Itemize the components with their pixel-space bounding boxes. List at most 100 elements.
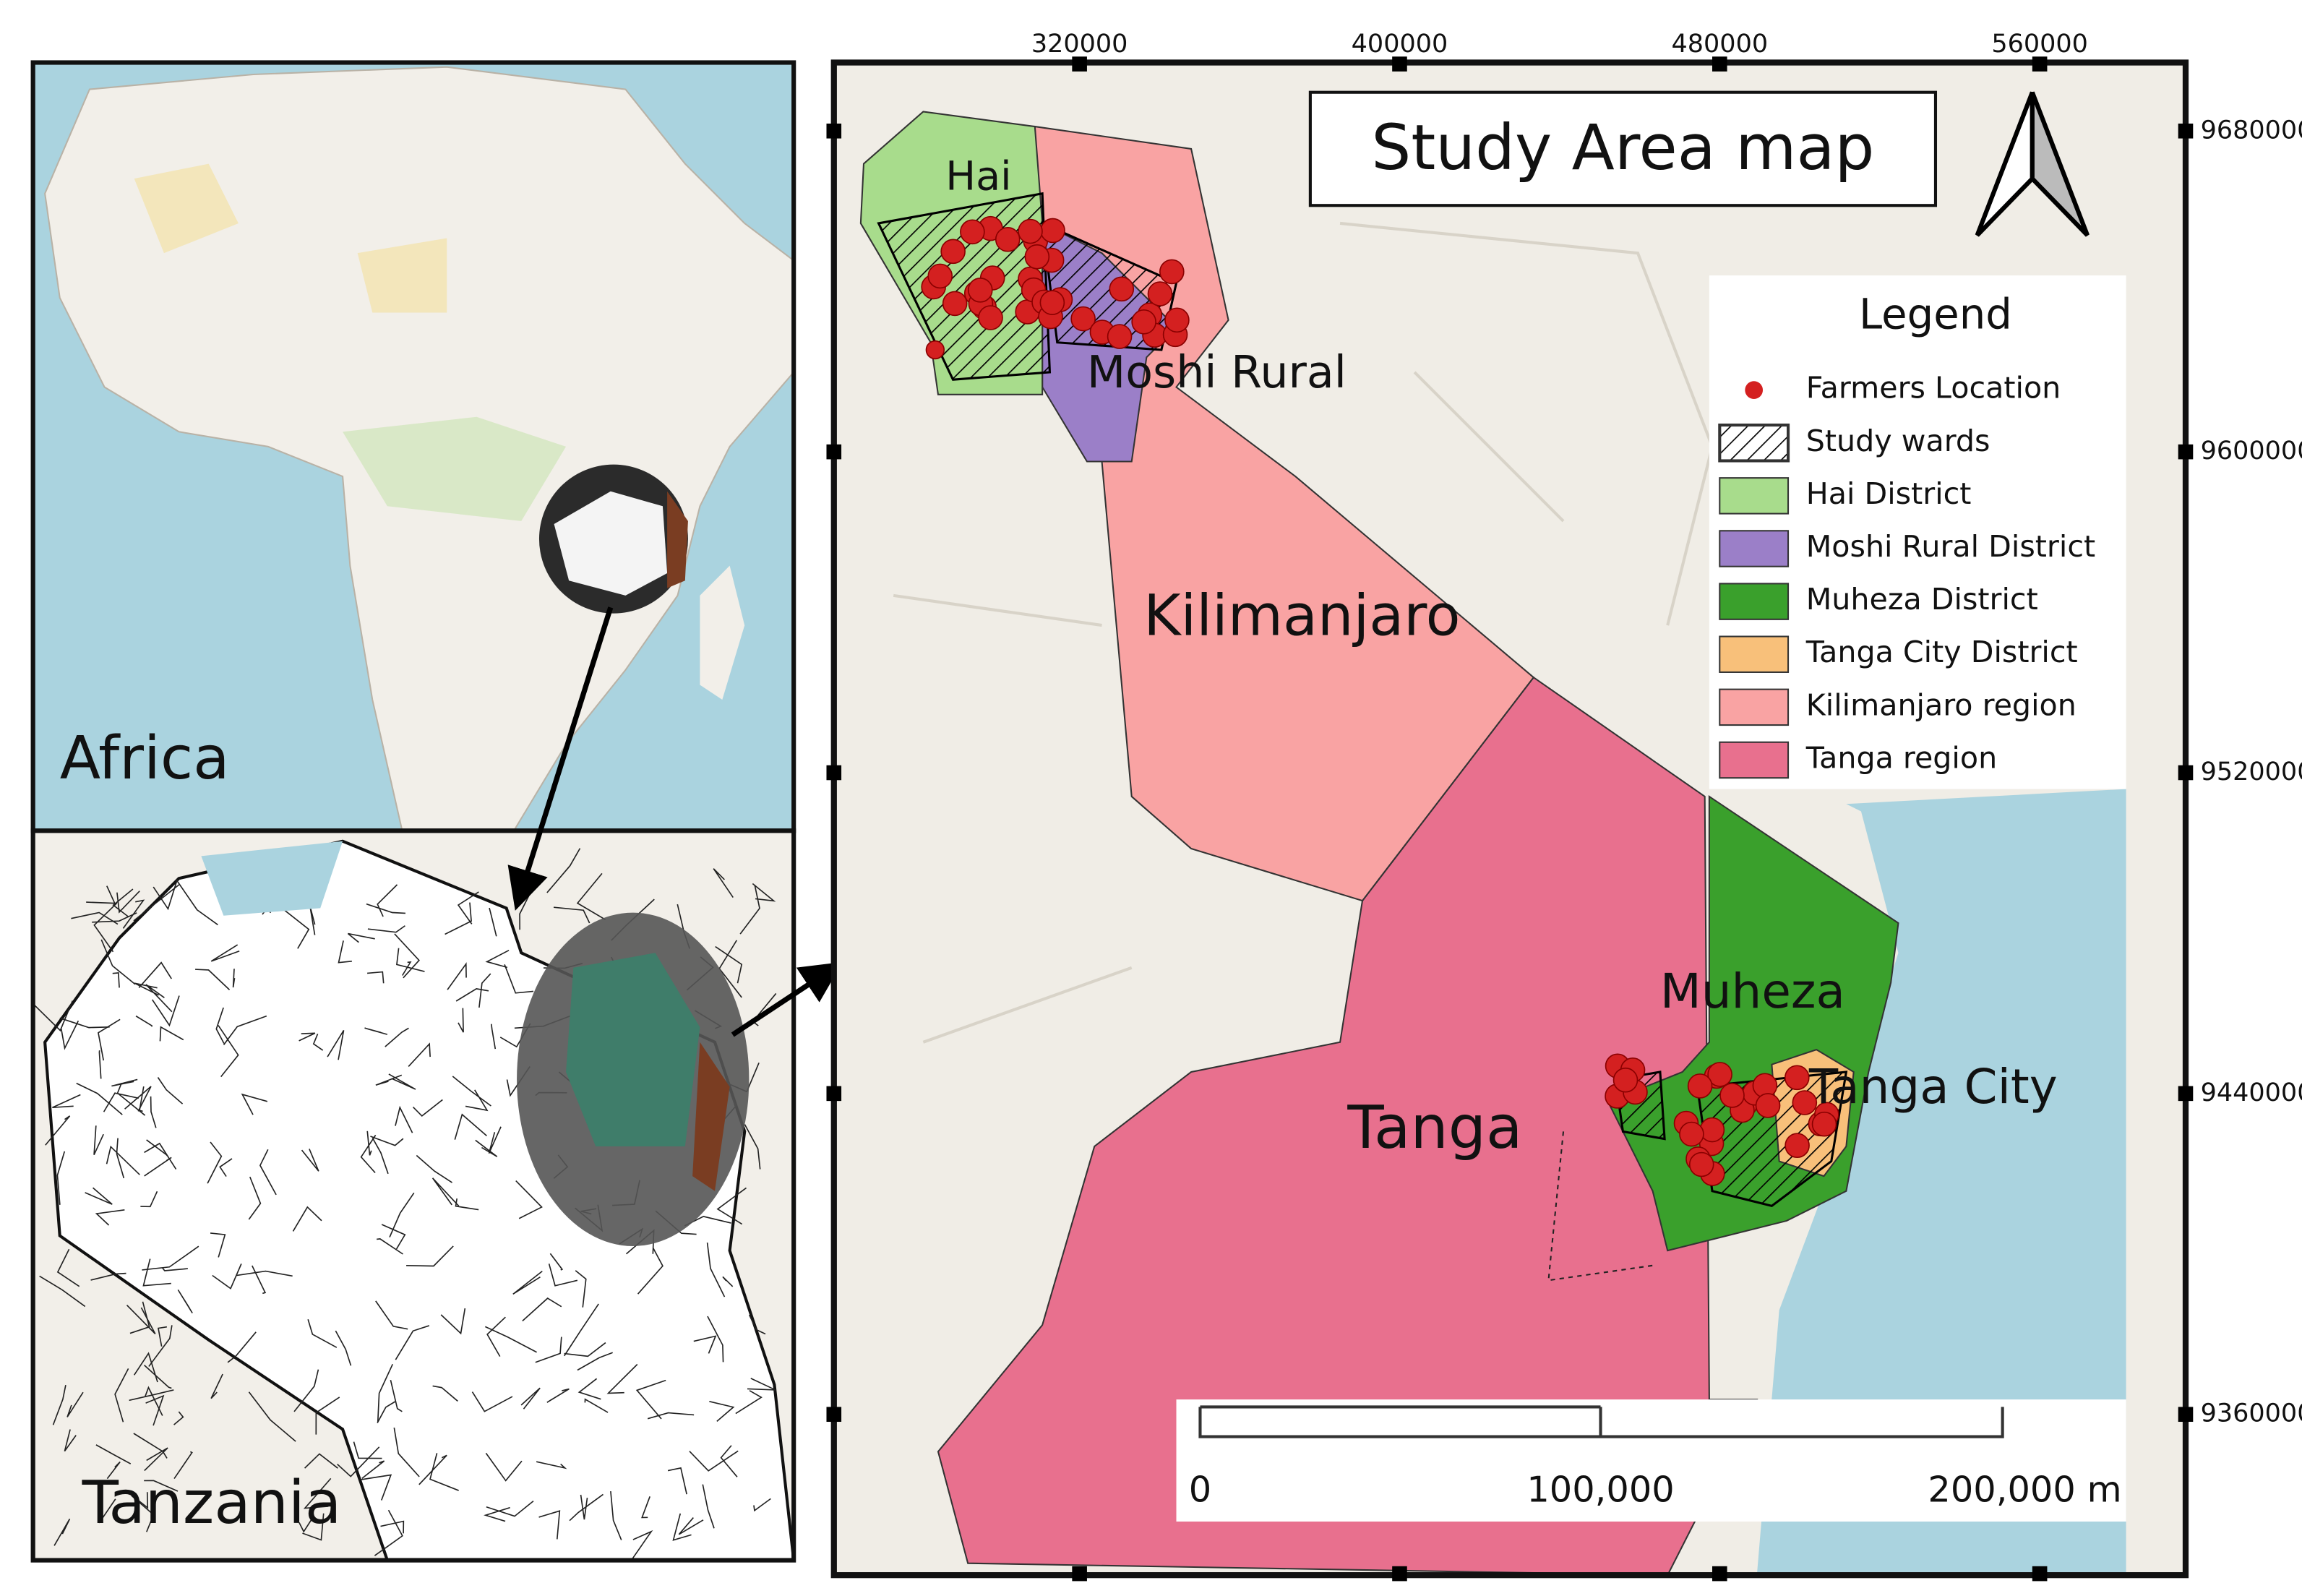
boundary <box>129 1389 174 1402</box>
boundary <box>66 1391 84 1417</box>
boundary <box>145 1394 165 1426</box>
boundary <box>637 1248 663 1295</box>
boundary <box>59 1017 110 1029</box>
farmer-point <box>1039 290 1065 315</box>
boundary <box>33 1000 74 1032</box>
boundary <box>465 1089 489 1112</box>
tick-mark <box>826 1086 842 1102</box>
tanzania-inset <box>33 831 794 1561</box>
boundary <box>39 1275 86 1308</box>
boundary <box>457 891 479 924</box>
boundary <box>98 1018 121 1061</box>
farmer-point <box>1687 1073 1713 1099</box>
boundary <box>484 1506 510 1522</box>
boundary <box>486 1500 534 1517</box>
boundary <box>145 984 173 1013</box>
tick-mark <box>1392 56 1407 72</box>
boundary <box>377 1401 396 1423</box>
boundary <box>131 1495 155 1532</box>
africa-inset <box>33 62 794 831</box>
boundary <box>647 1412 695 1420</box>
boundary <box>150 1096 157 1128</box>
boundary <box>134 982 159 996</box>
boundary <box>402 961 412 976</box>
boundary <box>546 1388 570 1403</box>
farmer-point <box>1024 244 1050 270</box>
boundary <box>90 1272 126 1281</box>
farmer-point <box>1707 1062 1732 1087</box>
boundary <box>678 1517 704 1535</box>
farmer-point <box>1018 218 1043 244</box>
boundary <box>56 1248 80 1287</box>
boundary <box>752 883 776 902</box>
north-arrow <box>1975 91 2090 237</box>
tick-mark <box>2178 444 2194 460</box>
legend-symbol <box>1719 530 1790 567</box>
boundary <box>366 903 406 914</box>
legend-label: Tanga region <box>1805 740 1997 775</box>
boundary <box>98 1050 102 1079</box>
boundary <box>248 1391 296 1442</box>
boundary <box>389 1192 415 1237</box>
boundary <box>553 906 590 924</box>
boundary <box>112 971 120 988</box>
boundary <box>215 1007 225 1044</box>
boundary <box>630 1530 653 1561</box>
farmer-point <box>1070 306 1096 332</box>
boundary <box>452 1076 491 1107</box>
boundary <box>133 1352 158 1383</box>
boundary <box>347 932 375 943</box>
boundary <box>124 1086 152 1112</box>
boundary <box>520 1387 541 1410</box>
boundary <box>299 1519 312 1533</box>
boundary <box>374 1509 403 1556</box>
boundary <box>432 1385 458 1402</box>
legend-symbol <box>1719 688 1790 726</box>
boundary <box>381 1224 406 1250</box>
boundary <box>709 1401 735 1422</box>
boundary <box>142 1258 171 1287</box>
boundary <box>447 962 467 990</box>
main-frame <box>830 59 2189 1579</box>
boundary <box>122 899 145 929</box>
boundary <box>576 872 606 921</box>
boundary <box>98 1498 116 1524</box>
tick-mark <box>2032 1566 2048 1582</box>
boundary <box>337 1446 380 1477</box>
boundary <box>302 1513 325 1541</box>
boundary <box>252 1265 267 1295</box>
boundary <box>606 1363 638 1394</box>
boundary <box>522 1297 562 1322</box>
boundary <box>315 1396 340 1435</box>
boundary <box>385 1027 409 1047</box>
boundary <box>144 1157 172 1177</box>
title-box <box>1308 90 1938 207</box>
boundary <box>95 1444 132 1464</box>
boundary <box>377 1363 393 1423</box>
boundary <box>212 1264 242 1290</box>
boundary <box>455 988 489 1002</box>
boundary <box>248 1176 262 1220</box>
boundary <box>536 1461 567 1470</box>
boundary <box>259 1149 277 1196</box>
boundary <box>512 1270 543 1295</box>
farmer-point <box>1612 1067 1639 1093</box>
boundary <box>283 909 310 949</box>
legend-symbol <box>1719 741 1790 779</box>
y-tick-label: 9520000 <box>2201 758 2302 786</box>
boundary <box>219 1158 233 1177</box>
boundary <box>548 1264 578 1287</box>
tick-mark <box>1712 56 1727 72</box>
boundary <box>176 880 218 926</box>
boundary <box>293 1369 319 1412</box>
boundary <box>744 1124 761 1170</box>
boundary <box>370 1136 404 1146</box>
boundary <box>488 1126 502 1154</box>
boundary <box>135 1015 153 1027</box>
boundary <box>394 933 420 979</box>
boundary <box>377 1238 403 1255</box>
boundary <box>60 1020 80 1050</box>
boundary <box>85 1187 113 1205</box>
boundary <box>713 868 734 898</box>
